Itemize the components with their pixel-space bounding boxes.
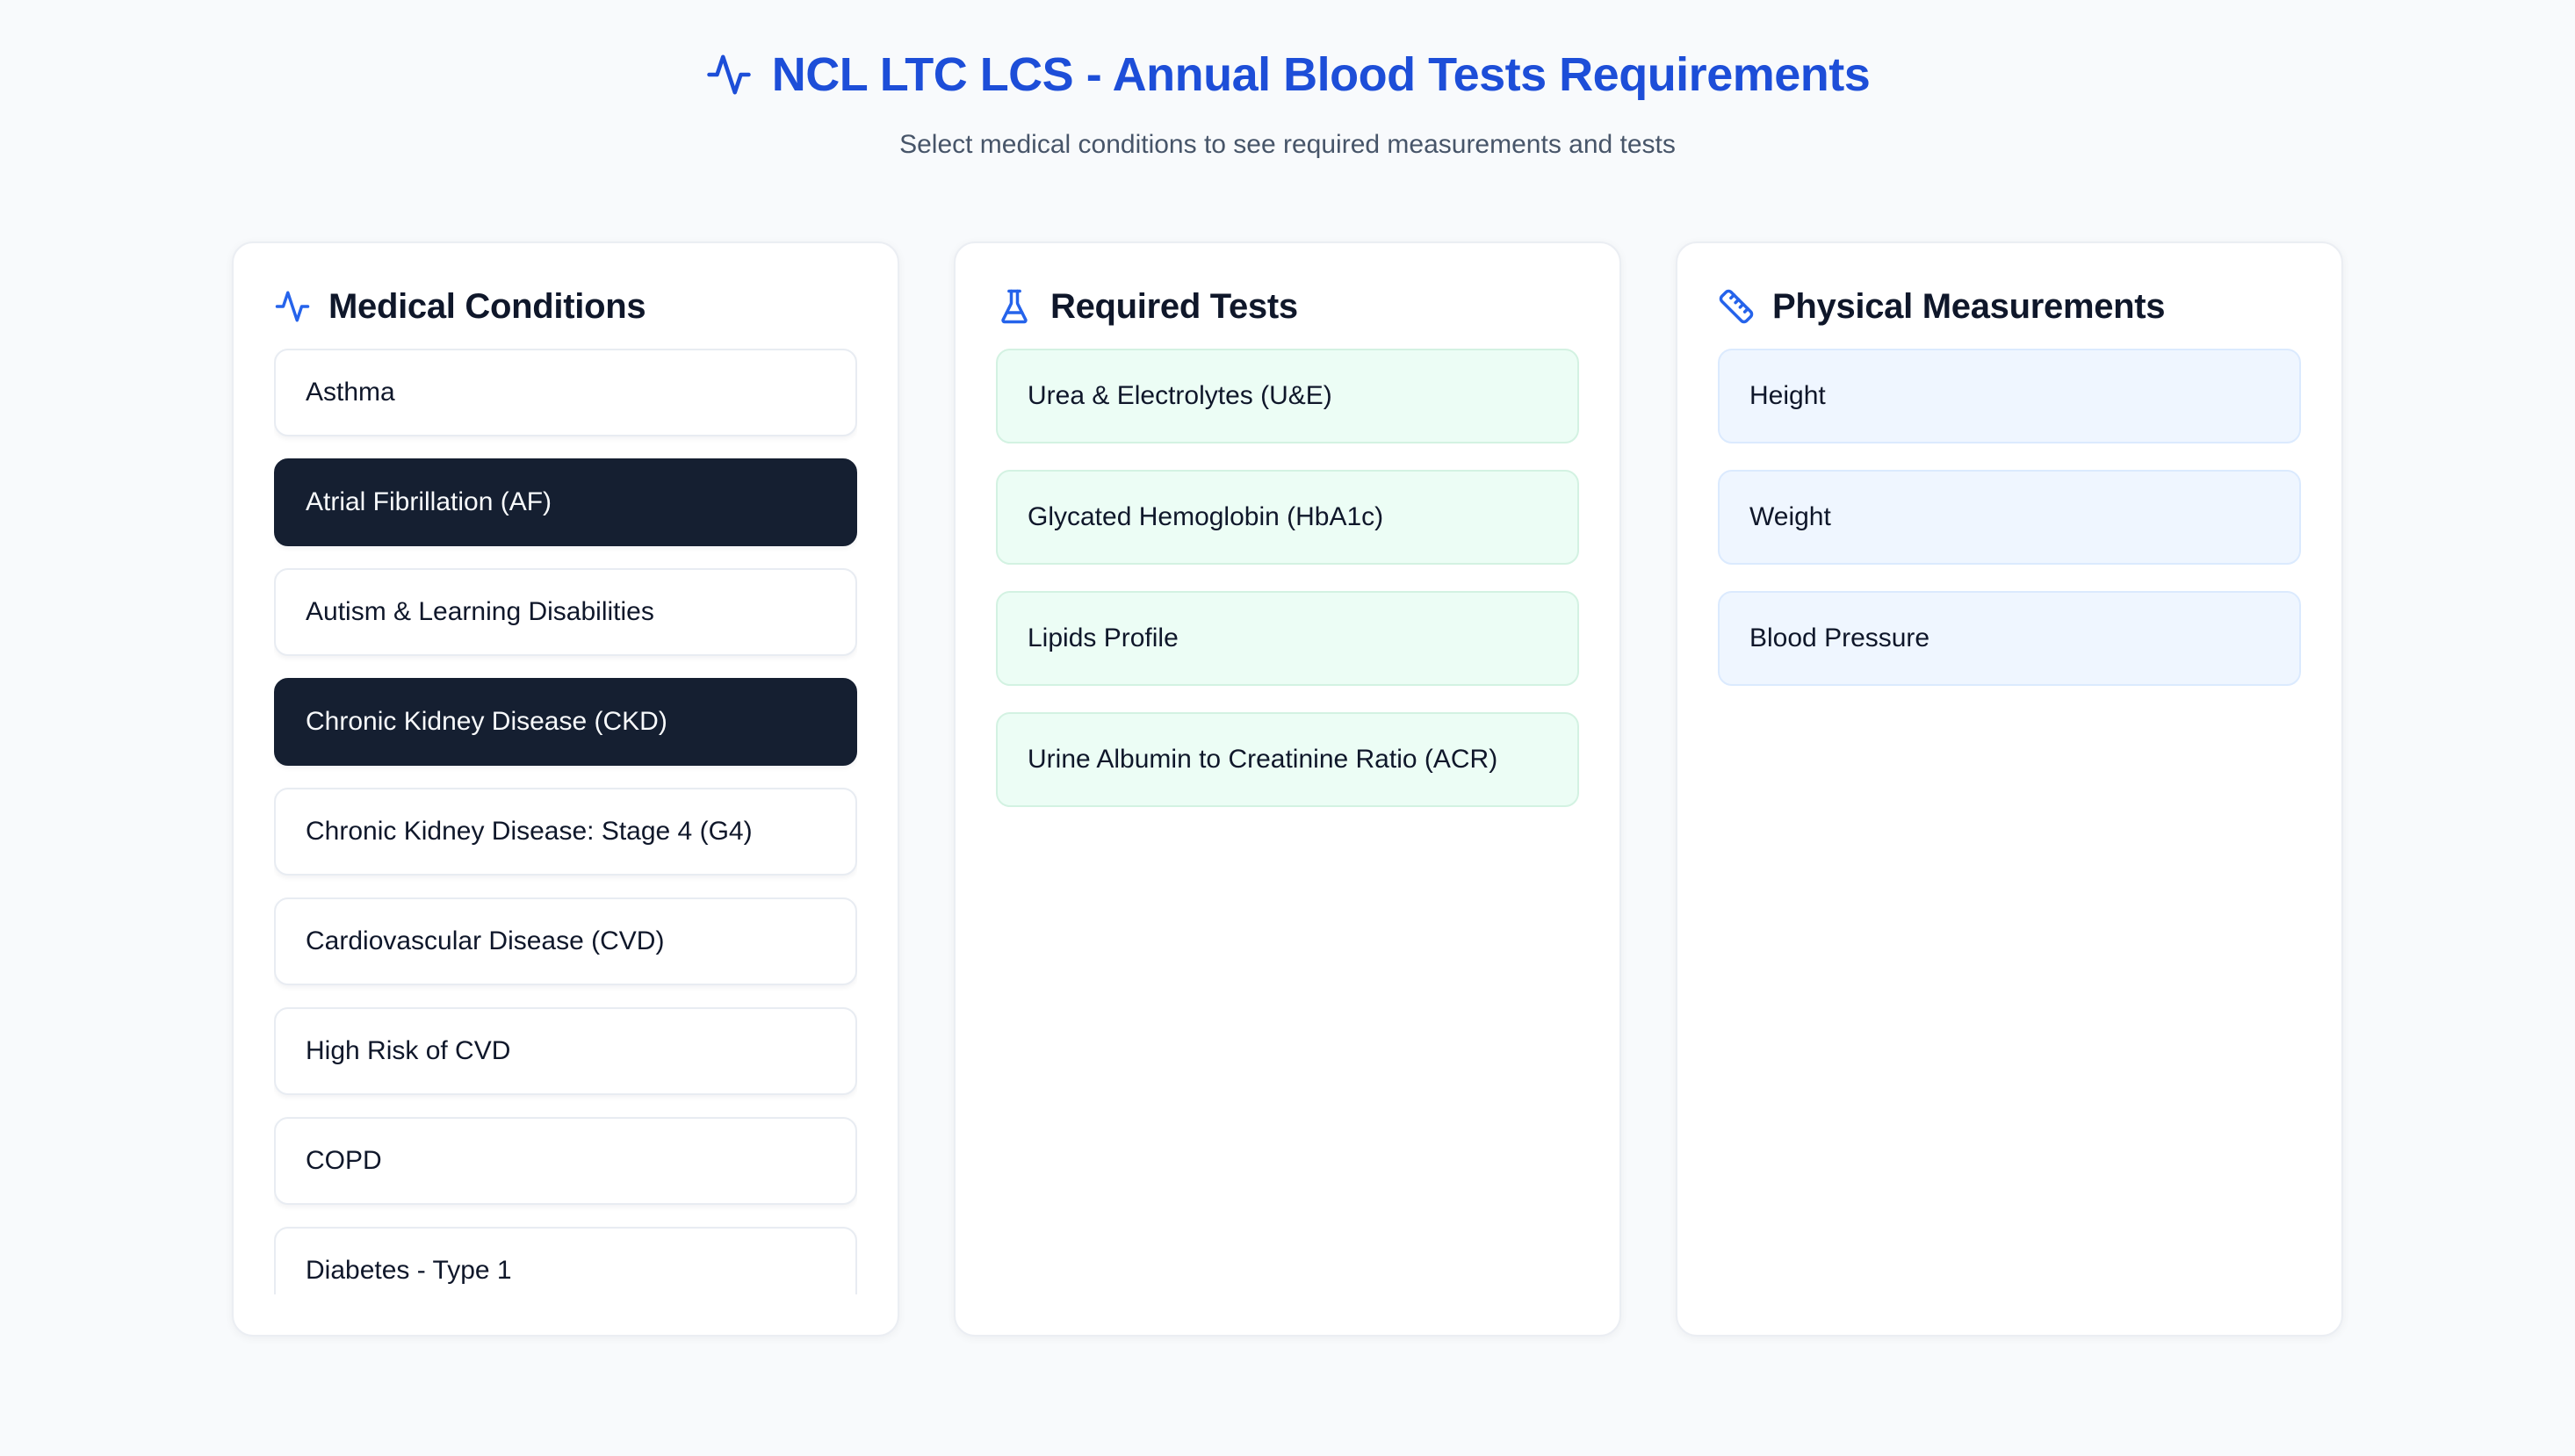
required-tests-card: Required Tests Urea & Electrolytes (U&E)… xyxy=(954,241,1621,1337)
condition-item[interactable]: Cardiovascular Disease (CVD) xyxy=(274,897,857,985)
condition-item-label: COPD xyxy=(306,1146,382,1175)
physical-measurements-title: Physical Measurements xyxy=(1772,287,2166,326)
measurement-item-label: Blood Pressure xyxy=(1749,623,1930,652)
test-item-label: Urine Albumin to Creatinine Ratio (ACR) xyxy=(1028,745,1498,774)
activity-icon xyxy=(705,51,753,98)
ruler-icon xyxy=(1718,288,1755,325)
measurement-item-label: Weight xyxy=(1749,502,1831,531)
condition-item[interactable]: Chronic Kidney Disease (CKD) xyxy=(274,678,857,766)
physical-measurements-header: Physical Measurements xyxy=(1718,284,2301,329)
page-title-text: NCL LTC LCS - Annual Blood Tests Require… xyxy=(771,48,1871,101)
condition-item-label: Cardiovascular Disease (CVD) xyxy=(306,926,665,955)
condition-item[interactable]: Atrial Fibrillation (AF) xyxy=(274,458,857,546)
condition-item[interactable]: COPD xyxy=(274,1117,857,1205)
condition-item-label: Chronic Kidney Disease (CKD) xyxy=(306,707,667,736)
condition-item[interactable]: High Risk of CVD xyxy=(274,1007,857,1095)
required-tests-title: Required Tests xyxy=(1050,287,1298,326)
medical-conditions-card: Medical Conditions Asthma Atrial Fibrill… xyxy=(232,241,899,1337)
content-grid: Medical Conditions Asthma Atrial Fibrill… xyxy=(232,241,2343,1337)
test-item: Urine Albumin to Creatinine Ratio (ACR) xyxy=(996,712,1579,807)
page-title: NCL LTC LCS - Annual Blood Tests Require… xyxy=(705,47,1871,102)
activity-icon xyxy=(274,288,311,325)
tests-list: Urea & Electrolytes (U&E) Glycated Hemog… xyxy=(996,349,1579,1294)
test-item: Glycated Hemoglobin (HbA1c) xyxy=(996,470,1579,565)
condition-item[interactable]: Asthma xyxy=(274,349,857,436)
measurements-list: Height Weight Blood Pressure xyxy=(1718,349,2301,1294)
required-tests-header: Required Tests xyxy=(996,284,1579,329)
test-item: Urea & Electrolytes (U&E) xyxy=(996,349,1579,443)
condition-item-label: Autism & Learning Disabilities xyxy=(306,597,654,626)
test-item-label: Urea & Electrolytes (U&E) xyxy=(1028,381,1332,410)
page-subtitle: Select medical conditions to see require… xyxy=(899,130,1676,159)
condition-item-label: Diabetes - Type 1 xyxy=(306,1256,512,1285)
condition-item-label: Atrial Fibrillation (AF) xyxy=(306,487,552,516)
medical-conditions-header: Medical Conditions xyxy=(274,284,857,329)
physical-measurements-card: Physical Measurements Height Weight Bloo… xyxy=(1676,241,2343,1337)
condition-item-label: Chronic Kidney Disease: Stage 4 (G4) xyxy=(306,817,753,846)
medical-conditions-title: Medical Conditions xyxy=(328,287,646,326)
condition-item[interactable]: Chronic Kidney Disease: Stage 4 (G4) xyxy=(274,788,857,876)
condition-item-label: High Risk of CVD xyxy=(306,1036,511,1065)
condition-item[interactable]: Diabetes - Type 1 xyxy=(274,1227,857,1294)
page-header: NCL LTC LCS - Annual Blood Tests Require… xyxy=(0,0,2575,161)
condition-item-label: Asthma xyxy=(306,378,395,407)
measurement-item-label: Height xyxy=(1749,381,1826,410)
test-item-label: Lipids Profile xyxy=(1028,623,1179,652)
flask-icon xyxy=(996,288,1033,325)
condition-item[interactable]: Autism & Learning Disabilities xyxy=(274,568,857,656)
test-item: Lipids Profile xyxy=(996,591,1579,686)
measurement-item: Blood Pressure xyxy=(1718,591,2301,686)
test-item-label: Glycated Hemoglobin (HbA1c) xyxy=(1028,502,1384,531)
measurement-item: Weight xyxy=(1718,470,2301,565)
conditions-list[interactable]: Asthma Atrial Fibrillation (AF) Autism &… xyxy=(274,349,857,1294)
measurement-item: Height xyxy=(1718,349,2301,443)
